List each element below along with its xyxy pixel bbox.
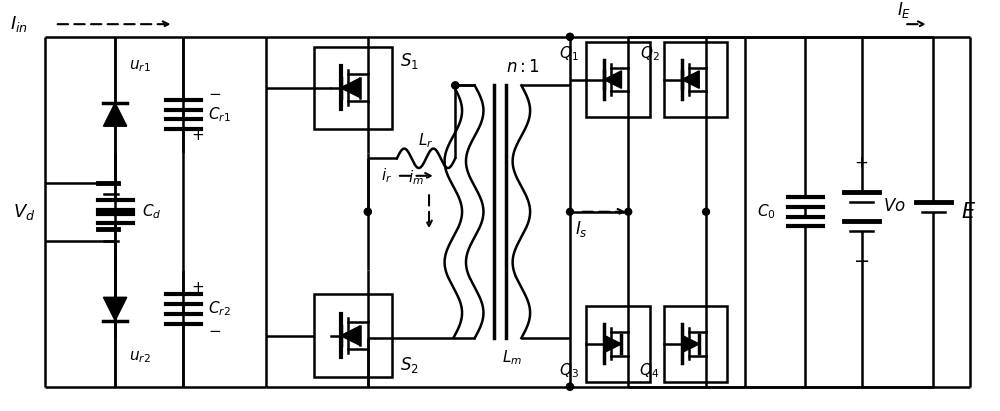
- Circle shape: [567, 33, 573, 40]
- Bar: [664, 306, 727, 382]
- Polygon shape: [103, 103, 127, 126]
- Polygon shape: [682, 335, 699, 353]
- Text: $+$: $+$: [191, 281, 204, 295]
- Text: $L_r$: $L_r$: [418, 132, 434, 150]
- Polygon shape: [341, 78, 360, 97]
- Text: $-$: $-$: [208, 323, 222, 337]
- Circle shape: [452, 82, 459, 89]
- Polygon shape: [682, 71, 699, 88]
- Text: $n:1$: $n:1$: [506, 60, 540, 76]
- Text: $E$: $E$: [961, 202, 976, 222]
- Text: $i_r$: $i_r$: [381, 166, 392, 185]
- Text: $+$: $+$: [854, 155, 869, 172]
- Bar: [314, 294, 392, 377]
- Text: $L_m$: $L_m$: [502, 348, 522, 367]
- Text: $I_E$: $I_E$: [897, 0, 911, 20]
- Text: $V_d$: $V_d$: [13, 202, 35, 222]
- Bar: [586, 42, 650, 118]
- Text: $Vo$: $Vo$: [883, 199, 906, 215]
- Circle shape: [625, 208, 632, 215]
- Text: $Q_3$: $Q_3$: [559, 361, 579, 379]
- Text: $u_{r2}$: $u_{r2}$: [129, 350, 150, 365]
- Circle shape: [364, 208, 371, 215]
- Circle shape: [567, 383, 573, 390]
- Circle shape: [452, 82, 459, 89]
- Polygon shape: [604, 335, 621, 353]
- Text: $Q_1$: $Q_1$: [559, 44, 579, 63]
- Text: $S_2$: $S_2$: [400, 356, 419, 375]
- Bar: [664, 42, 727, 118]
- Circle shape: [567, 208, 573, 215]
- Text: $S_1$: $S_1$: [400, 51, 419, 71]
- Text: $C_d$: $C_d$: [142, 202, 162, 221]
- Text: $Q_2$: $Q_2$: [640, 44, 659, 63]
- Text: $-$: $-$: [208, 86, 222, 100]
- Text: $u_{r1}$: $u_{r1}$: [129, 58, 150, 74]
- Text: $I_s$: $I_s$: [575, 219, 588, 239]
- Circle shape: [567, 383, 573, 390]
- Circle shape: [703, 208, 709, 215]
- Text: $C_0$: $C_0$: [757, 202, 776, 221]
- Circle shape: [364, 208, 371, 215]
- Bar: [586, 306, 650, 382]
- Text: $Q_4$: $Q_4$: [639, 361, 659, 379]
- Text: $i_m$: $i_m$: [408, 169, 424, 187]
- Text: $C_{r2}$: $C_{r2}$: [208, 300, 231, 318]
- Polygon shape: [103, 297, 127, 321]
- Polygon shape: [604, 71, 621, 88]
- Polygon shape: [341, 326, 360, 345]
- Text: $I_{in}$: $I_{in}$: [10, 14, 28, 34]
- Text: $+$: $+$: [191, 129, 204, 143]
- Text: $-$: $-$: [853, 252, 870, 269]
- Text: $C_{r1}$: $C_{r1}$: [208, 105, 231, 124]
- Bar: [314, 46, 392, 129]
- Circle shape: [567, 33, 573, 40]
